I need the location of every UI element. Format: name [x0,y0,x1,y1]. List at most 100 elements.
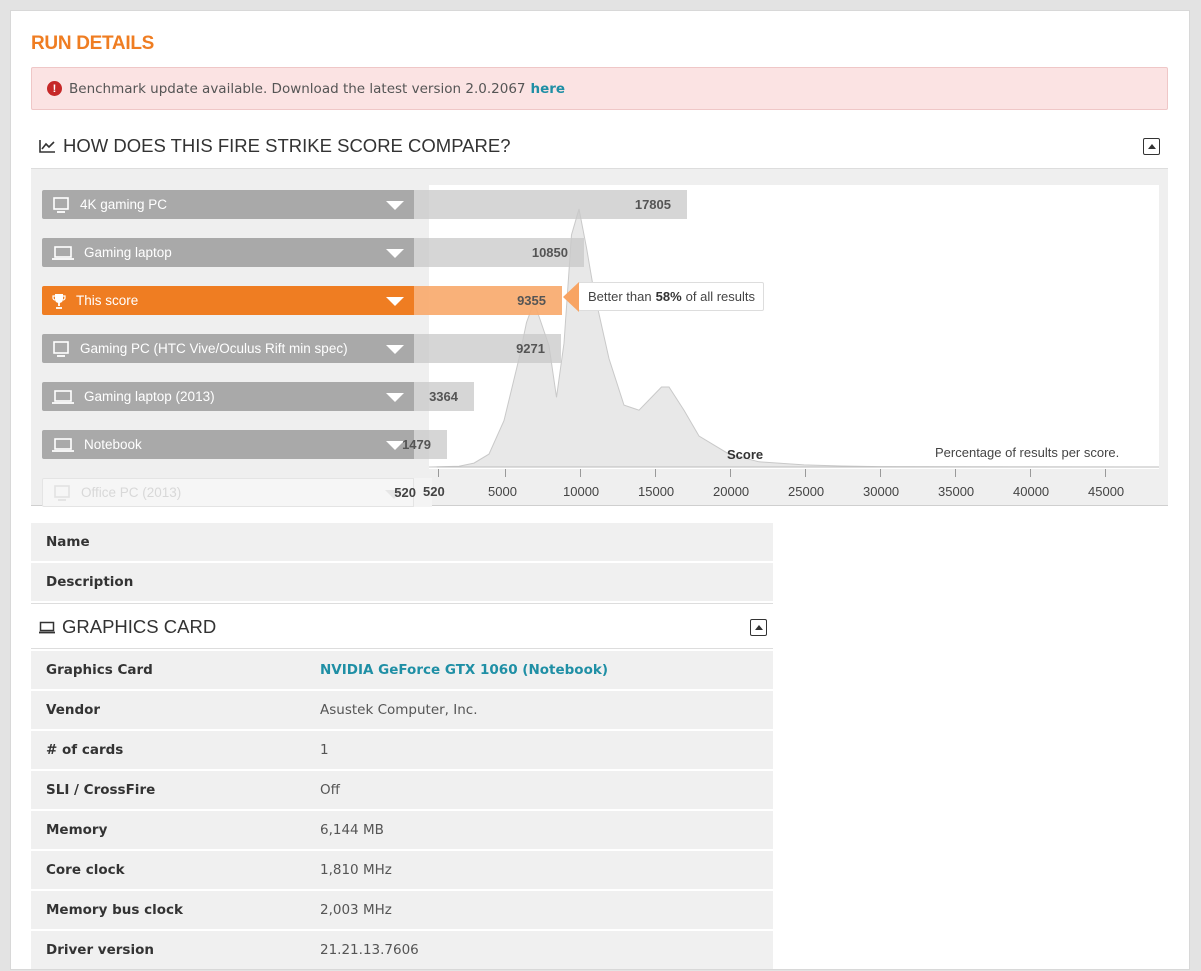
collapse-compare-button[interactable] [1143,138,1160,155]
chevron-down-icon [386,297,404,306]
comparison-row: 4K gaming PC 17805 [42,190,762,219]
tooltip-suffix: of all results [685,289,756,304]
comparison-row: Notebook 1479 [42,430,762,459]
x-tick-mark [655,469,656,477]
gpu-info-row: Driver version 21.21.13.7606 [31,931,773,969]
x-tick-mark [1030,469,1031,477]
comparison-score-bar: 9355 [414,286,562,315]
comparison-score-bar: 1479 [402,430,447,459]
alert-icon: ! [47,81,62,96]
comparison-dropdown[interactable]: Office PC (2013) [42,478,414,507]
monitor-icon [39,621,55,634]
desktop-icon [52,340,70,357]
distribution-chart: Score Percentage of results per score. [429,185,1159,469]
comparison-score-bar: 520 [394,478,432,507]
x-tick-mark [1105,469,1106,477]
line-chart-icon [39,139,56,153]
x-tick-label: 45000 [1088,484,1125,499]
y-axis-note: Percentage of results per score. [935,445,1120,460]
graphics-card-table: Graphics Card NVIDIA GeForce GTX 1060 (No… [31,651,773,971]
gpu-info-key: # of cards [46,742,124,758]
comparison-score: 9271 [516,341,545,356]
download-link[interactable]: here [530,80,566,97]
comparison-row: Gaming laptop 10850 [42,238,762,267]
chevron-down-icon [386,249,404,258]
comparison-label: Gaming laptop [84,245,172,260]
gpu-info-row: Memory bus clock 2,003 MHz [31,891,773,929]
trophy-icon [52,293,66,309]
comparison-label: Gaming laptop (2013) [84,389,215,404]
gpu-info-row: # of cards 1 [31,731,773,769]
laptop-icon [52,437,74,452]
comparison-score-bar: 10850 [414,238,584,267]
comparison-label: Notebook [84,437,142,452]
run-info-table: Name Description [31,523,773,603]
tooltip-percent: 58% [655,289,682,304]
x-tick-label: 15000 [638,484,675,499]
comparison-row: Office PC (2013) 520 [42,478,762,507]
comparison-row: This score 9355 [42,286,762,315]
x-tick-label: 30000 [863,484,900,499]
gpu-info-key: SLI / CrossFire [46,782,156,798]
description-label: Description [46,574,134,590]
x-tick-label: 5000 [488,484,517,499]
chevron-down-icon [386,393,404,402]
gpu-info-key: Graphics Card [46,662,153,678]
comparison-score-bar: 17805 [414,190,687,219]
graphics-section-title: GRAPHICS CARD [39,616,216,638]
x-axis-title: Score [727,447,764,462]
x-tick-label: 35000 [938,484,975,499]
collapse-graphics-button[interactable] [750,619,767,636]
comparison-score-bar: 9271 [414,334,561,363]
chevron-down-icon [386,345,404,354]
x-tick-mark [730,469,731,477]
compare-chart-area: Score Percentage of results per score. 4… [31,168,1168,507]
description-row: Description [31,563,773,601]
comparison-dropdown[interactable]: Gaming laptop [42,238,414,267]
chevron-down-icon [386,201,404,210]
gpu-info-key: Memory bus clock [46,902,183,918]
x-tick-mark [580,469,581,477]
x-tick-label: 520 [423,484,445,499]
page-title: RUN DETAILS [31,33,155,54]
comparison-score: 520 [394,485,416,500]
name-label: Name [46,534,90,550]
graphics-header-bar [31,603,773,649]
graphics-card-link[interactable]: NVIDIA GeForce GTX 1060 (Notebook) [320,662,608,678]
gpu-info-value: 1 [320,742,329,758]
gpu-info-row: SLI / CrossFire Off [31,771,773,809]
gpu-info-value: 2,003 MHz [320,902,392,918]
comparison-label: This score [76,293,139,308]
comparison-score: 10850 [531,245,568,260]
gpu-info-value: 6,144 MB [320,822,384,838]
comparison-row: Gaming PC (HTC Vive/Oculus Rift min spec… [42,334,762,363]
comparison-dropdown[interactable]: Gaming laptop (2013) [42,382,414,411]
run-details-panel: RUN DETAILS ! Benchmark update available… [10,10,1190,970]
name-row: Name [31,523,773,561]
comparison-dropdown[interactable]: This score [42,286,414,315]
compare-section-title: HOW DOES THIS FIRE STRIKE SCORE COMPARE? [39,135,511,157]
gpu-info-key: Vendor [46,702,101,718]
gpu-info-row: Memory 6,144 MB [31,811,773,849]
comparison-dropdown[interactable]: 4K gaming PC [42,190,414,219]
x-tick-label: 25000 [788,484,825,499]
comparison-dropdown[interactable]: Notebook [42,430,414,459]
gpu-info-value: 21.21.13.7606 [320,942,419,958]
gpu-info-value: 1,810 MHz [320,862,392,878]
compare-title-text: HOW DOES THIS FIRE STRIKE SCORE COMPARE? [63,135,511,156]
graphics-title-text: GRAPHICS CARD [62,616,217,637]
comparison-score: 9355 [517,293,546,308]
x-tick-mark [805,469,806,477]
comparison-dropdown[interactable]: Gaming PC (HTC Vive/Oculus Rift min spec… [42,334,414,363]
gpu-info-key: Memory [46,822,108,838]
laptop-icon [52,389,74,404]
gpu-info-value: Off [320,782,340,798]
chevron-down-icon [386,441,404,450]
better-than-tooltip: Better than 58% of all results [562,282,765,312]
laptop-icon [52,245,74,260]
x-tick-label: 20000 [713,484,750,499]
x-tick-mark [955,469,956,477]
gpu-info-row: Graphics Card NVIDIA GeForce GTX 1060 (No… [31,651,773,689]
x-tick-label: 10000 [563,484,600,499]
comparison-score: 3364 [429,389,458,404]
